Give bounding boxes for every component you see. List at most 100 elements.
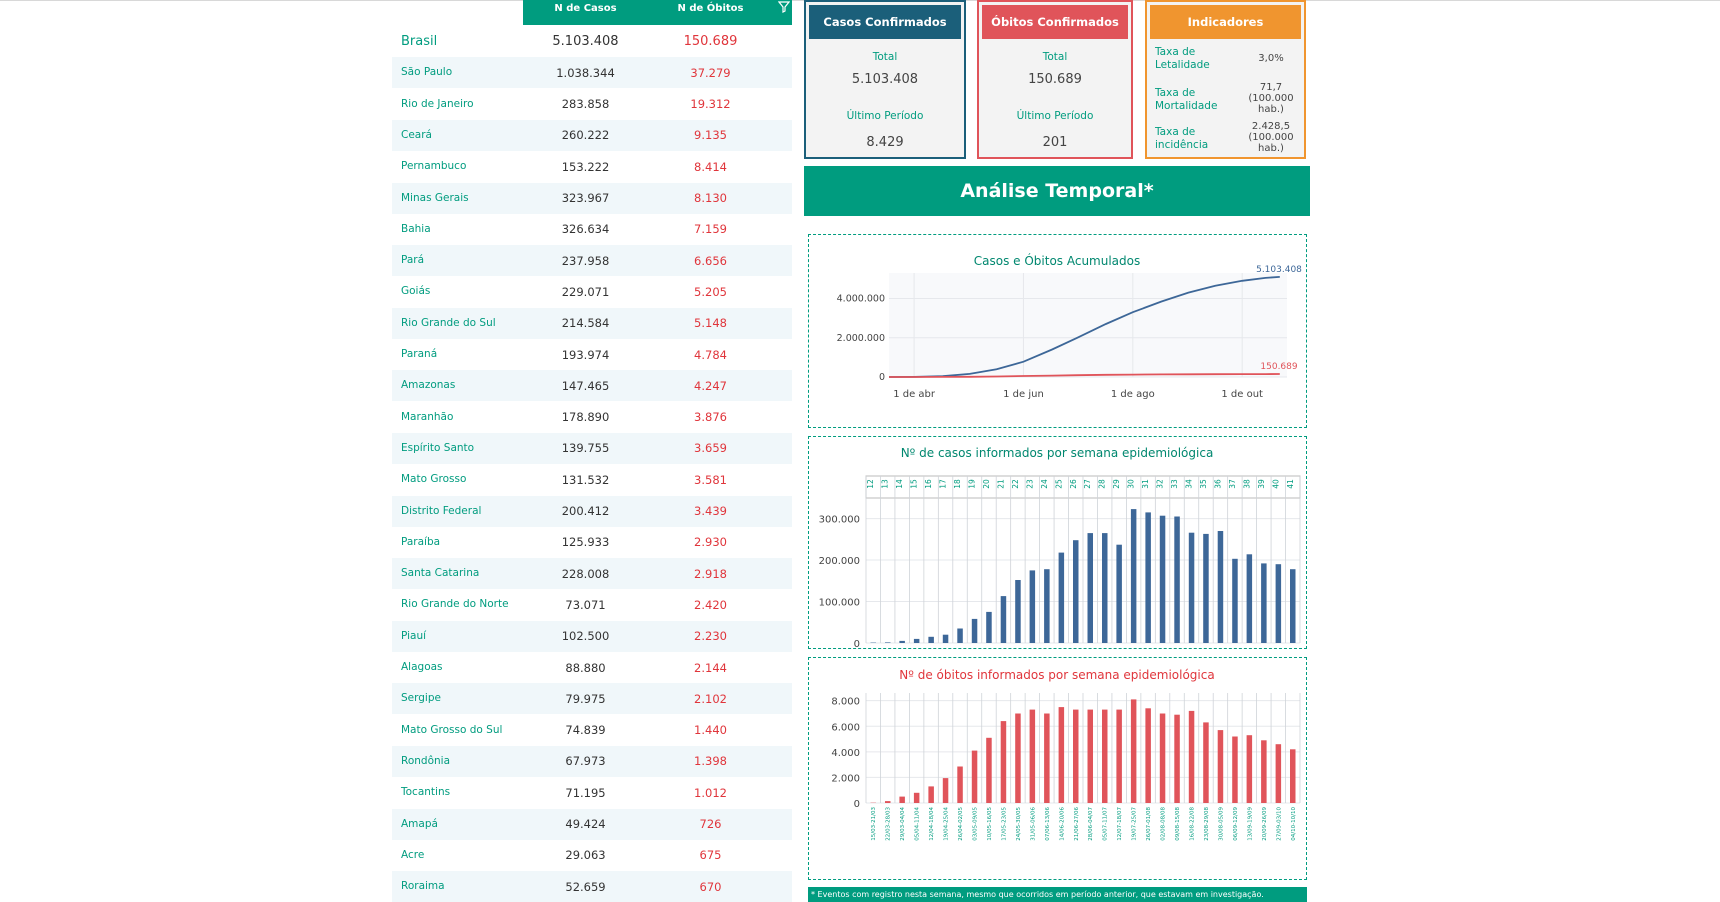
casos-value: 71.195	[565, 785, 606, 800]
week-range-label: 28/06-04/07	[1088, 807, 1094, 841]
week-label: 23	[1025, 479, 1034, 489]
series-end-label: 150.689	[1260, 362, 1297, 372]
table-row[interactable]: São Paulo 1.038.344 37.279	[392, 57, 792, 89]
week-range-label: 26/07-01/08	[1146, 807, 1152, 841]
obitos-value: 150.689	[683, 34, 738, 49]
table-row[interactable]: Sergipe 79.975 2.102	[392, 683, 792, 715]
bar	[1130, 699, 1137, 803]
table-row[interactable]: Ceará 260.222 9.135	[392, 119, 792, 151]
column-header-casos[interactable]: N de Casos	[554, 3, 617, 14]
table-row[interactable]: Piauí 102.500 2.230	[392, 620, 792, 652]
table-row[interactable]: Pernambuco 153.222 8.414	[392, 151, 792, 182]
casos-value: 178.890	[561, 410, 610, 425]
y-tick-label: 4.000.000	[837, 294, 885, 305]
table-row[interactable]: Alagoas 88.880 2.144	[392, 652, 792, 683]
week-range-label: 05/07-11/07	[1103, 807, 1109, 841]
bar	[1000, 596, 1007, 643]
table-row[interactable]: Amazonas 147.465 4.247	[392, 370, 792, 402]
week-range-label: 31/05-06/06	[1030, 807, 1036, 841]
table-row[interactable]: Acre 29.063 675	[392, 840, 792, 871]
week-range-label: 12/07-18/07	[1117, 807, 1123, 841]
table-row[interactable]: Pará 237.958 6.656	[392, 245, 792, 277]
table-row[interactable]: Rio de Janeiro 283.858 19.312	[392, 89, 792, 120]
table-row[interactable]: Amapá 49.424 726	[392, 808, 792, 840]
week-label: 15	[910, 479, 919, 489]
bar	[1290, 749, 1296, 803]
state-name: Minas Gerais	[401, 191, 469, 204]
casos-value: 131.532	[561, 472, 610, 487]
obitos-value: 3.876	[694, 410, 727, 425]
y-tick-label: 100.000	[819, 598, 860, 609]
analise-temporal-banner: Análise Temporal*	[804, 166, 1310, 216]
week-range-label: 26/04-02/05	[958, 807, 964, 841]
week-label: 17	[939, 479, 948, 489]
table-row[interactable]: Rio Grande do Sul 214.584 5.148	[392, 307, 792, 339]
table-row[interactable]: Paraná 193.974 4.784	[392, 339, 792, 370]
week-label: 34	[1185, 479, 1194, 489]
week-range-label: 15/03-21/03	[871, 807, 877, 841]
filter-icon[interactable]	[778, 1, 790, 13]
table-row[interactable]: Distrito Federal 200.412 3.439	[392, 495, 792, 527]
obitos-value: 3.439	[694, 504, 727, 518]
casos-value: 73.071	[565, 597, 606, 612]
column-header-obitos[interactable]: N de Óbitos	[677, 3, 744, 14]
indicator-value: 3,0%	[1258, 53, 1284, 64]
state-name: Pernambuco	[401, 160, 467, 173]
state-name: Amapá	[401, 817, 438, 830]
table-row[interactable]: Mato Grosso 131.532 3.581	[392, 464, 792, 495]
table-row[interactable]: Minas Gerais 323.967 8.130	[392, 182, 792, 214]
table-row[interactable]: Roraima 52.659 670	[392, 871, 792, 902]
state-name: Espírito Santo	[401, 441, 475, 454]
card-title: Óbitos Confirmados	[982, 5, 1128, 39]
card-title: Casos Confirmados	[809, 5, 961, 39]
table-row[interactable]: Rondônia 67.973 1.398	[392, 745, 792, 777]
y-tick-label: 2.000	[831, 773, 860, 784]
state-name: Rio Grande do Sul	[401, 316, 496, 329]
casos-value: 74.839	[565, 723, 606, 738]
bar	[1058, 707, 1065, 803]
casos-value: 214.584	[561, 316, 610, 331]
obitos-value: 7.159	[694, 222, 727, 237]
state-name: Mato Grosso	[401, 473, 467, 486]
indicator-value: 2.428,5 (100.000 hab.)	[1248, 121, 1294, 154]
week-label: 32	[1156, 479, 1165, 489]
obitos-value: 3.659	[694, 441, 727, 456]
bar	[1044, 569, 1050, 643]
table-row[interactable]: Tocantins 71.195 1.012	[392, 777, 792, 808]
card-casos-confirmados: Casos Confirmados Total 5.103.408 Último…	[804, 0, 966, 159]
bar	[1203, 722, 1209, 803]
obitos-value: 670	[699, 879, 722, 894]
week-label: 26	[1069, 479, 1078, 489]
table-row[interactable]: Paraíba 125.933 2.930	[392, 527, 792, 558]
series-line	[889, 373, 1280, 378]
week-label: 22	[1011, 479, 1020, 489]
week-label: 37	[1228, 479, 1237, 489]
total-value: 150.689	[1028, 72, 1082, 87]
bar	[1188, 710, 1195, 803]
casos-value: 1.038.344	[556, 65, 615, 80]
bar	[986, 737, 992, 803]
state-name: Paraná	[401, 348, 438, 360]
obitos-value: 6.656	[694, 253, 727, 268]
obitos-value: 5.148	[694, 316, 727, 331]
obitos-value: 726	[699, 817, 722, 831]
card-indicadores: Indicadores Taxa de Letalidade 3,0% Taxa…	[1145, 0, 1306, 159]
table-row[interactable]: Rio Grande do Norte 73.071 2.420	[392, 589, 792, 620]
table-row-brasil[interactable]: Brasil 5.103.408 150.689	[392, 26, 792, 57]
x-tick-label: 1 de abr	[893, 389, 936, 400]
table-row[interactable]: Santa Catarina 228.008 2.918	[392, 558, 792, 590]
bar	[971, 750, 978, 803]
table-row[interactable]: Maranhão 178.890 3.876	[392, 402, 792, 433]
week-label: 41	[1286, 479, 1295, 489]
table-row[interactable]: Bahia 326.634 7.159	[392, 214, 792, 245]
casos-value: 237.958	[561, 253, 610, 268]
series-end-label: 5.103.408	[1256, 265, 1302, 275]
casos-value: 229.071	[561, 284, 610, 299]
table-row[interactable]: Mato Grosso do Sul 74.839 1.440	[392, 715, 792, 746]
table-row[interactable]: Goiás 229.071 5.205	[392, 276, 792, 307]
casos-value: 200.412	[561, 504, 610, 518]
table-row[interactable]: Espírito Santo 139.755 3.659	[392, 432, 792, 464]
week-range-label: 03/05-09/05	[973, 807, 979, 841]
week-label: 27	[1083, 479, 1092, 489]
indicator-label: Taxa de Mortalidade	[1155, 87, 1218, 112]
